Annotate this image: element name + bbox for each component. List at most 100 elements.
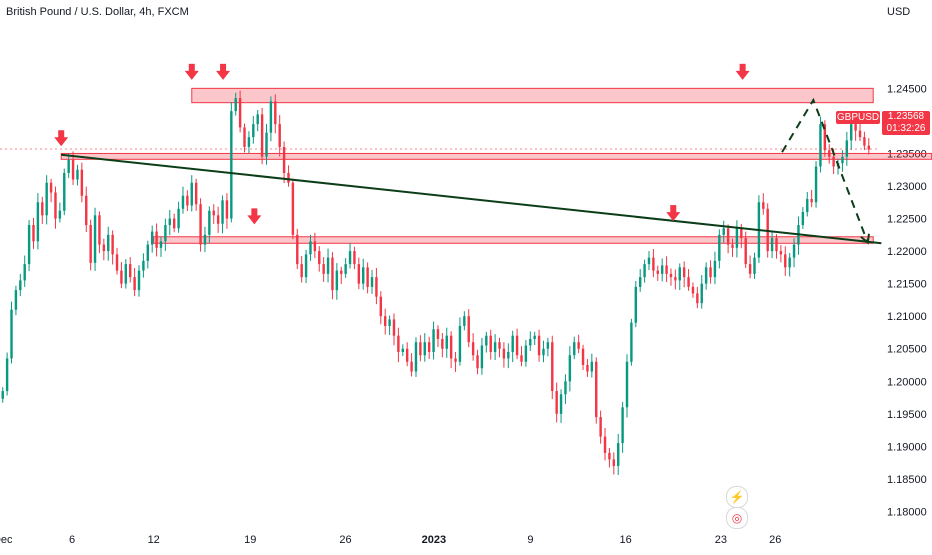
y-tick-label: 1.22500 <box>887 214 927 226</box>
countdown-label: 01:32:26 <box>886 123 926 134</box>
candle-body <box>137 270 141 291</box>
candle-body <box>23 264 26 281</box>
candle-body <box>221 200 224 224</box>
candle-body <box>568 355 572 382</box>
candle-body <box>370 277 374 287</box>
candle-body <box>775 238 778 252</box>
price-badge: 1.23568 01:32:26 <box>882 111 930 135</box>
swing-arrow-head <box>247 215 262 225</box>
candle-body <box>766 208 769 252</box>
candle-body <box>696 293 699 304</box>
resistance-zone <box>191 87 874 104</box>
candle-body <box>744 238 747 265</box>
candle-body <box>682 267 686 278</box>
candle-body <box>234 98 237 112</box>
candle-body <box>150 231 154 245</box>
candle-body <box>476 355 479 369</box>
y-tick-label: 1.19000 <box>887 441 927 453</box>
candle-body <box>625 361 629 408</box>
candle-body <box>432 329 435 352</box>
x-tick-label: 16 <box>620 534 632 546</box>
candle-body <box>419 342 422 356</box>
lightning-icon[interactable]: ⚡ <box>726 486 748 508</box>
candle-body <box>340 270 343 274</box>
candle-body <box>814 166 818 203</box>
x-tick-label: 26 <box>339 534 351 546</box>
candle-body <box>581 348 585 366</box>
candle-body <box>753 257 756 274</box>
candle-body <box>19 280 22 291</box>
candle-body <box>467 316 470 343</box>
candle-body <box>208 210 211 235</box>
candle-body <box>713 260 717 278</box>
candle-body <box>379 296 383 317</box>
candle-body <box>54 192 57 219</box>
candle-body <box>854 124 857 131</box>
candle-body <box>828 150 831 157</box>
candle-body <box>485 335 488 346</box>
candle-body <box>212 210 215 216</box>
candle-body <box>335 270 339 291</box>
candle-body <box>555 391 558 414</box>
candle-body <box>445 335 448 349</box>
candle-body <box>652 257 655 271</box>
candle-body <box>102 244 106 252</box>
candle-body <box>278 124 281 147</box>
candle-body <box>49 182 53 193</box>
candle-body <box>27 225 31 265</box>
candle-body <box>718 234 721 261</box>
candle-body <box>388 319 391 326</box>
candle-body <box>41 202 44 216</box>
candle-body <box>348 251 352 265</box>
candle-body <box>427 342 431 352</box>
candle-body <box>98 215 101 245</box>
candle-body <box>700 283 703 304</box>
candle-body <box>858 130 862 138</box>
price-label: 1.23568 <box>887 111 925 122</box>
swing-arrow-head <box>54 137 69 147</box>
candle-body <box>357 264 361 284</box>
candle-body <box>133 277 136 291</box>
y-tick-label: 1.23000 <box>887 181 927 193</box>
candle-body <box>168 218 171 226</box>
y-tick-label: 1.21000 <box>887 311 927 323</box>
candle-body <box>14 290 18 310</box>
candle-body <box>366 267 369 287</box>
candle-body <box>779 251 783 255</box>
candle-body <box>203 234 207 245</box>
candle-body <box>722 228 725 235</box>
candle-body <box>850 124 853 141</box>
candle-body <box>823 124 827 151</box>
snapshot-icon[interactable]: ◎ <box>726 507 748 529</box>
candle-body <box>863 137 866 146</box>
candle-body <box>146 244 150 261</box>
candle-body <box>801 212 805 226</box>
candle-body <box>792 244 796 258</box>
candle-body <box>599 417 602 437</box>
candle-body <box>190 182 193 206</box>
candle-body <box>748 264 752 274</box>
candle-body <box>603 436 607 453</box>
candle-body <box>71 159 75 180</box>
candle-body <box>704 267 708 284</box>
candle-body <box>564 381 567 395</box>
candle-body <box>63 172 66 211</box>
candle-body <box>832 156 835 167</box>
candle-body <box>612 459 616 466</box>
x-tick-label: 9 <box>527 534 533 546</box>
candle-body <box>590 361 594 372</box>
candle-body <box>353 251 356 265</box>
candle-body <box>383 316 387 326</box>
y-tick-label: 1.24500 <box>887 83 927 95</box>
candle-body <box>709 267 712 278</box>
candle-body <box>806 199 809 213</box>
candle-body <box>647 257 651 265</box>
candle-body <box>397 335 400 352</box>
candle-body <box>735 228 739 248</box>
candle-body <box>559 394 563 414</box>
candle-body <box>318 251 321 265</box>
candle-body <box>216 215 220 224</box>
candle-body <box>788 257 791 268</box>
